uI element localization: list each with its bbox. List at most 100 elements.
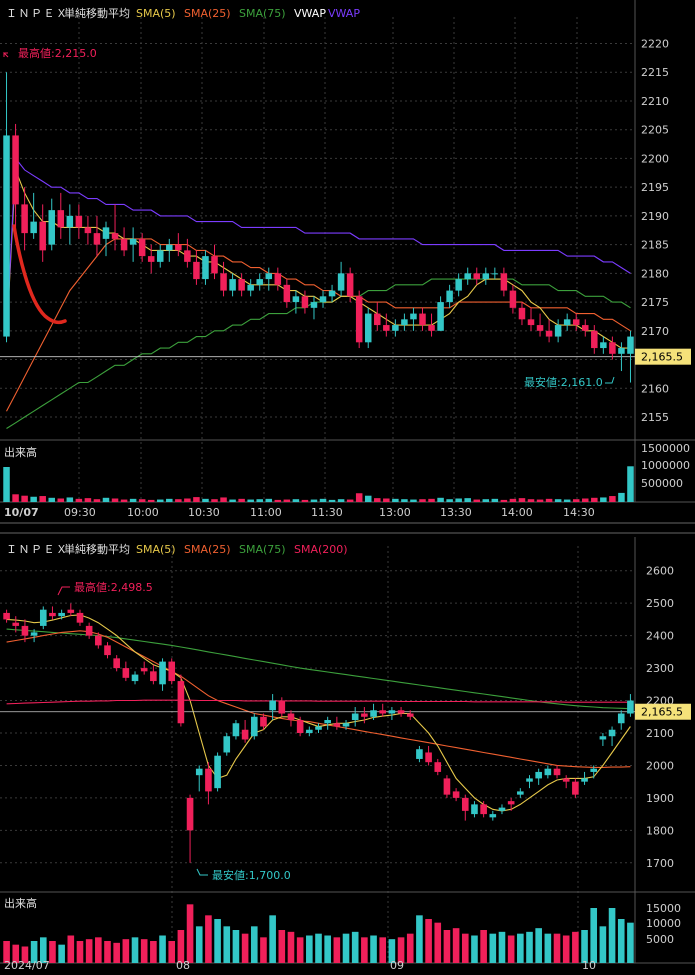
volume-bar bbox=[250, 926, 258, 963]
volume-bar bbox=[351, 931, 359, 963]
low-price-annotation: 最安値:1,700.0 bbox=[212, 868, 291, 882]
y-tick-label: 2500 bbox=[646, 597, 674, 610]
volume-bar bbox=[471, 935, 478, 963]
volume-bar bbox=[84, 498, 92, 502]
x-tick-label: 10:30 bbox=[188, 506, 220, 519]
volume-bar bbox=[419, 499, 426, 502]
y-tick-label: 2155 bbox=[641, 411, 669, 424]
volume-bar bbox=[509, 498, 517, 502]
volume-tick-label: 1000000 bbox=[641, 459, 690, 472]
volume-bar bbox=[150, 941, 157, 963]
volume-bar bbox=[168, 941, 176, 963]
volume-bar bbox=[220, 497, 227, 502]
sma75-line bbox=[6, 628, 631, 710]
candle-body bbox=[102, 227, 110, 239]
price-badge-label: 2,165.5 bbox=[641, 706, 683, 719]
volume-bar bbox=[274, 499, 282, 502]
panel-divider bbox=[0, 532, 695, 534]
volume-bar bbox=[572, 499, 580, 502]
y-tick-label: 2000 bbox=[646, 759, 674, 772]
volume-tick-label: 500000 bbox=[641, 477, 683, 490]
volume-bar bbox=[406, 933, 414, 963]
volume-bar bbox=[265, 498, 273, 502]
volume-bar bbox=[113, 942, 120, 963]
volume-bar bbox=[241, 933, 249, 963]
candle-body bbox=[30, 221, 37, 234]
candle-body bbox=[175, 244, 182, 251]
candle-body bbox=[599, 736, 607, 740]
candle-body bbox=[287, 713, 295, 721]
candle-body bbox=[12, 135, 19, 205]
x-tick-label: 2024/07 bbox=[4, 959, 50, 972]
volume-bar bbox=[159, 935, 166, 963]
x-tick-label: 14:30 bbox=[563, 506, 595, 519]
candle-body bbox=[452, 791, 460, 798]
volume-bar bbox=[205, 915, 212, 963]
candle-body bbox=[374, 313, 381, 326]
candle-body bbox=[205, 768, 212, 792]
volume-bar bbox=[122, 939, 130, 963]
candle-body bbox=[627, 700, 634, 714]
volume-bar bbox=[425, 919, 432, 963]
candle-body bbox=[342, 723, 350, 727]
candle-body bbox=[241, 729, 249, 740]
y-tick-label: 2170 bbox=[641, 325, 669, 338]
volume-bar bbox=[563, 499, 571, 502]
y-tick-label: 2220 bbox=[641, 37, 669, 50]
candle-body bbox=[517, 791, 524, 795]
candle-body bbox=[600, 342, 607, 349]
volume-bar bbox=[428, 498, 435, 502]
candle-body bbox=[536, 325, 544, 331]
candle-body bbox=[355, 296, 363, 343]
candle-body bbox=[500, 273, 508, 291]
price-badge bbox=[635, 348, 691, 365]
x-tick-label: 10:00 bbox=[127, 506, 159, 519]
x-tick-label: 11:30 bbox=[311, 506, 343, 519]
y-tick-label: 2400 bbox=[646, 630, 674, 643]
candle-body bbox=[319, 296, 327, 303]
candle-body bbox=[147, 256, 155, 262]
volume-bar bbox=[572, 931, 579, 963]
volume-tick-label: 10000 bbox=[646, 917, 681, 930]
volume-bar bbox=[269, 915, 276, 963]
volume-bar bbox=[156, 499, 164, 502]
volume-bar bbox=[392, 498, 399, 502]
candle-body bbox=[328, 290, 336, 297]
volume-bar bbox=[319, 498, 327, 502]
volume-bar bbox=[507, 935, 515, 963]
volume-bar bbox=[608, 908, 616, 963]
candle-body bbox=[186, 797, 194, 831]
volume-bar bbox=[388, 939, 396, 963]
legend-entry: VWAP bbox=[294, 7, 326, 20]
candle-body bbox=[572, 319, 580, 326]
volume-bar bbox=[536, 499, 544, 502]
candle-body bbox=[361, 713, 368, 717]
candle-body bbox=[131, 674, 139, 682]
volume-bar bbox=[333, 937, 341, 963]
volume-bar bbox=[39, 937, 47, 963]
volume-bar bbox=[582, 498, 589, 502]
volume-bar bbox=[446, 499, 453, 502]
candle-body bbox=[401, 319, 408, 326]
price-badge bbox=[635, 703, 691, 720]
volume-bar bbox=[232, 930, 240, 963]
chart-subtitle: 単純移動平均 bbox=[64, 6, 130, 20]
panel-divider bbox=[0, 522, 695, 524]
candle-body bbox=[195, 768, 203, 776]
volume-bar bbox=[416, 915, 423, 963]
high-price-annotation: 最高値:2,215.0 bbox=[18, 46, 97, 60]
volume-bar bbox=[383, 498, 390, 502]
candle-body bbox=[544, 768, 552, 776]
high-price-annotation: 最高値:2,498.5 bbox=[74, 580, 153, 594]
volume-bar bbox=[455, 498, 462, 502]
volume-bar bbox=[12, 494, 19, 502]
candle-body bbox=[315, 726, 322, 730]
sma75-line bbox=[6, 278, 631, 429]
volume-bar bbox=[211, 499, 218, 502]
y-tick-label: 2205 bbox=[641, 124, 669, 137]
volume-bar bbox=[195, 926, 203, 963]
candle-body bbox=[283, 284, 291, 303]
candle-body bbox=[150, 671, 157, 682]
volume-bar bbox=[337, 499, 345, 502]
volume-bar bbox=[401, 499, 408, 502]
